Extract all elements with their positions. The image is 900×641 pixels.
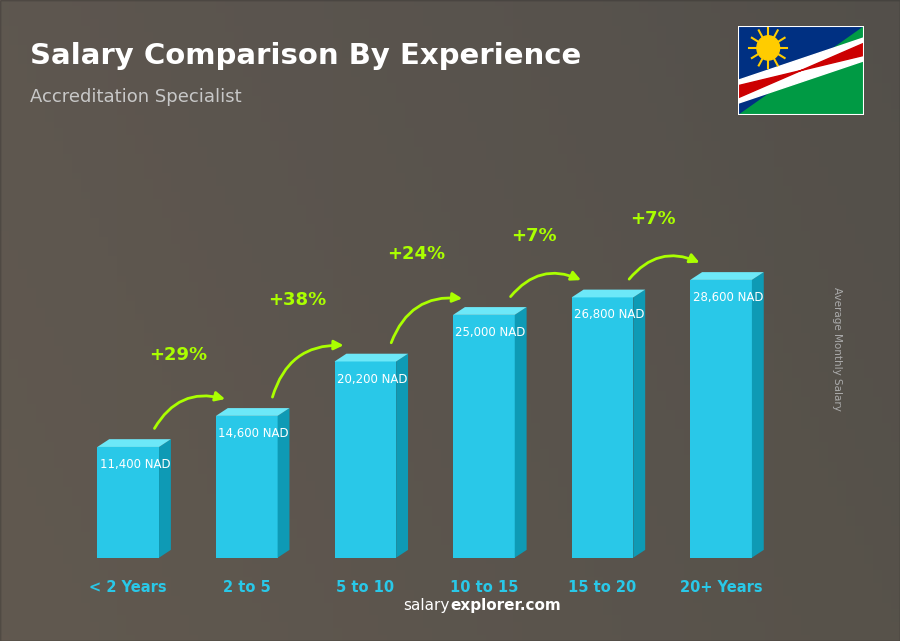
Polygon shape (572, 290, 645, 297)
Text: salary: salary (403, 598, 450, 613)
FancyArrowPatch shape (273, 341, 340, 397)
Text: +7%: +7% (511, 227, 557, 245)
Text: 2 to 5: 2 to 5 (223, 580, 271, 595)
Bar (690, 280, 752, 558)
Text: 15 to 20: 15 to 20 (569, 580, 636, 595)
Text: 28,600 NAD: 28,600 NAD (693, 291, 763, 304)
Polygon shape (738, 38, 864, 103)
Polygon shape (738, 26, 864, 115)
Polygon shape (738, 43, 864, 98)
Polygon shape (159, 439, 171, 558)
Text: +29%: +29% (149, 345, 208, 363)
Text: +38%: +38% (268, 291, 327, 309)
Polygon shape (690, 272, 764, 280)
Text: 11,400 NAD: 11,400 NAD (100, 458, 170, 471)
Text: Salary Comparison By Experience: Salary Comparison By Experience (30, 42, 580, 70)
Bar (97, 447, 159, 558)
Bar (453, 315, 515, 558)
FancyArrowPatch shape (392, 294, 459, 343)
Polygon shape (277, 408, 290, 558)
Text: 20,200 NAD: 20,200 NAD (337, 372, 408, 386)
Text: 14,600 NAD: 14,600 NAD (219, 427, 289, 440)
Bar (572, 297, 634, 558)
Polygon shape (738, 26, 864, 115)
Text: explorer.com: explorer.com (450, 598, 561, 613)
Circle shape (757, 36, 779, 60)
Text: 5 to 10: 5 to 10 (337, 580, 394, 595)
Text: < 2 Years: < 2 Years (89, 580, 167, 595)
Polygon shape (396, 354, 408, 558)
Text: 10 to 15: 10 to 15 (450, 580, 518, 595)
FancyArrowPatch shape (629, 254, 697, 279)
Polygon shape (453, 307, 526, 315)
Polygon shape (515, 307, 526, 558)
FancyArrowPatch shape (155, 392, 222, 428)
Text: Average Monthly Salary: Average Monthly Salary (832, 287, 842, 412)
Polygon shape (752, 272, 764, 558)
Text: +7%: +7% (630, 210, 676, 228)
Text: +24%: +24% (387, 245, 445, 263)
Bar (216, 416, 277, 558)
Text: Accreditation Specialist: Accreditation Specialist (30, 88, 241, 106)
Text: 26,800 NAD: 26,800 NAD (574, 308, 644, 322)
Polygon shape (335, 354, 408, 362)
Text: 25,000 NAD: 25,000 NAD (455, 326, 526, 339)
Polygon shape (97, 439, 171, 447)
Text: 20+ Years: 20+ Years (680, 580, 762, 595)
Bar (335, 362, 396, 558)
Polygon shape (216, 408, 290, 416)
Polygon shape (634, 290, 645, 558)
FancyArrowPatch shape (510, 272, 578, 297)
